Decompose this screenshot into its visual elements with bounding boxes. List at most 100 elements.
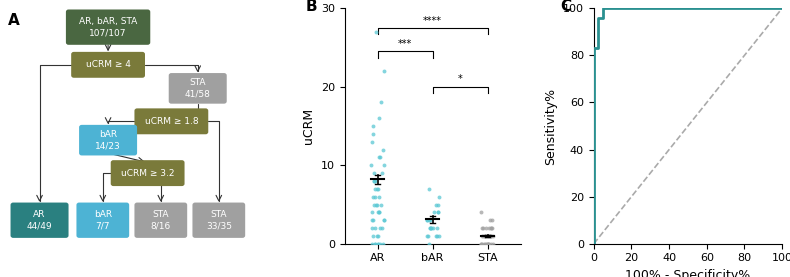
Point <box>367 171 380 175</box>
Point <box>481 242 494 246</box>
Point <box>372 242 385 246</box>
Text: STA
33/35: STA 33/35 <box>206 210 231 230</box>
Point <box>432 202 445 207</box>
Point <box>423 226 436 230</box>
Point <box>424 226 437 230</box>
Point <box>369 179 382 183</box>
Point <box>431 226 443 230</box>
Point <box>423 226 436 230</box>
Point <box>433 194 446 199</box>
Point <box>367 179 380 183</box>
Point <box>371 234 384 238</box>
Point <box>481 242 494 246</box>
Point <box>371 210 384 215</box>
Point <box>479 234 491 238</box>
Point <box>482 242 495 246</box>
Text: A: A <box>8 13 20 28</box>
Point <box>425 226 438 230</box>
Point <box>369 226 382 230</box>
X-axis label: 100% - Specificity%: 100% - Specificity% <box>626 269 750 277</box>
Text: AR, bAR, STA
107/107: AR, bAR, STA 107/107 <box>79 17 137 37</box>
Point <box>476 226 488 230</box>
Point <box>430 202 442 207</box>
Point <box>374 242 386 246</box>
Point <box>420 218 433 222</box>
Point <box>422 234 434 238</box>
Point <box>476 242 489 246</box>
Point <box>485 226 498 230</box>
Point <box>366 218 378 222</box>
Point <box>373 210 386 215</box>
Point <box>366 140 378 144</box>
Point <box>375 202 388 207</box>
Point <box>370 202 382 207</box>
Point <box>369 194 382 199</box>
FancyBboxPatch shape <box>71 52 145 78</box>
Point <box>367 179 380 183</box>
Point <box>487 242 499 246</box>
Point <box>484 226 497 230</box>
Text: B: B <box>306 0 318 14</box>
Point <box>486 226 498 230</box>
Point <box>479 234 491 238</box>
FancyBboxPatch shape <box>134 108 209 134</box>
Point <box>367 218 380 222</box>
Point <box>365 163 378 168</box>
Point <box>369 242 382 246</box>
FancyBboxPatch shape <box>193 202 245 238</box>
Text: ***: *** <box>398 39 412 49</box>
Point <box>423 218 435 222</box>
Text: uCRM ≥ 1.8: uCRM ≥ 1.8 <box>145 117 198 126</box>
Point <box>485 234 498 238</box>
Point <box>367 202 380 207</box>
FancyBboxPatch shape <box>111 160 185 186</box>
Point <box>372 187 385 191</box>
Point <box>484 234 497 238</box>
Point <box>374 226 386 230</box>
Point <box>480 242 493 246</box>
Point <box>476 234 488 238</box>
Point <box>475 242 487 246</box>
Point <box>427 226 439 230</box>
Point <box>483 226 495 230</box>
Text: uCRM ≥ 4: uCRM ≥ 4 <box>85 60 130 69</box>
Y-axis label: Sensitivity%: Sensitivity% <box>544 88 558 165</box>
Point <box>373 210 386 215</box>
Point <box>378 218 390 222</box>
Point <box>375 226 388 230</box>
Point <box>371 202 383 207</box>
Point <box>478 242 491 246</box>
Point <box>480 226 492 230</box>
Point <box>421 218 434 222</box>
Point <box>485 218 498 222</box>
Text: STA
8/16: STA 8/16 <box>151 210 171 230</box>
Point <box>367 124 379 128</box>
Point <box>423 242 435 246</box>
Point <box>432 210 445 215</box>
Point <box>373 155 386 160</box>
Text: bAR
7/7: bAR 7/7 <box>94 210 112 230</box>
Point <box>376 171 389 175</box>
Point <box>377 242 389 246</box>
Text: AR
44/49: AR 44/49 <box>27 210 52 230</box>
Point <box>373 194 386 199</box>
Point <box>479 234 491 238</box>
Point <box>479 242 491 246</box>
Point <box>430 234 442 238</box>
Point <box>431 210 444 215</box>
FancyBboxPatch shape <box>77 202 130 238</box>
Point <box>367 132 379 136</box>
Point <box>378 218 390 222</box>
FancyBboxPatch shape <box>10 202 69 238</box>
Point <box>371 187 383 191</box>
Point <box>422 187 434 191</box>
Point <box>475 242 487 246</box>
Point <box>431 234 443 238</box>
Point <box>371 234 383 238</box>
Text: uCRM ≥ 3.2: uCRM ≥ 3.2 <box>121 169 175 178</box>
Text: ****: **** <box>423 16 442 25</box>
Point <box>366 226 378 230</box>
Point <box>480 242 493 246</box>
Text: STA
41/58: STA 41/58 <box>185 78 211 98</box>
Point <box>483 234 495 238</box>
